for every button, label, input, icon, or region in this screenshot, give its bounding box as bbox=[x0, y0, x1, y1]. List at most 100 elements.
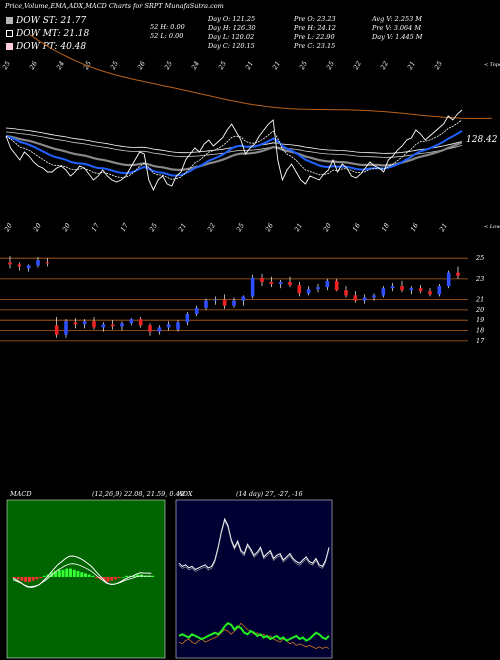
macd-histogram-bar bbox=[42, 575, 46, 577]
candle-body bbox=[64, 321, 68, 335]
top-date-label: 21 bbox=[243, 60, 255, 72]
candle-body bbox=[409, 288, 414, 291]
macd-histogram-bar bbox=[54, 571, 58, 577]
candle-body bbox=[157, 327, 162, 332]
macd-histogram-bar bbox=[16, 577, 20, 580]
macd-histogram-bar bbox=[117, 577, 121, 579]
macd-histogram-bar bbox=[20, 577, 24, 581]
top-date-label: 25 bbox=[432, 60, 444, 72]
candle-body bbox=[390, 286, 395, 289]
macd-histogram-bar bbox=[76, 571, 80, 577]
macd-histogram-bar bbox=[65, 568, 69, 577]
top-date-label: 26 bbox=[27, 60, 39, 72]
candle-body bbox=[176, 322, 180, 330]
stat-day-close: Day C: 120.15 bbox=[208, 42, 255, 50]
bottom-date-label: 16 bbox=[409, 222, 420, 233]
price-panel-corner-label: < Topo bbox=[484, 62, 500, 68]
candle-body bbox=[241, 296, 246, 301]
plus-di-line bbox=[178, 621, 330, 642]
macd-histogram-bar bbox=[24, 577, 28, 582]
candle-body bbox=[54, 325, 59, 335]
macd-histogram-bar bbox=[31, 577, 35, 581]
legend-swatch-icon bbox=[6, 30, 13, 37]
candle-body bbox=[334, 280, 339, 291]
bottom-date-label: 21 bbox=[292, 222, 304, 234]
macd-label: MACD bbox=[10, 490, 32, 498]
ema-band-upper-line bbox=[5, 127, 463, 154]
candle-body bbox=[297, 285, 302, 294]
candle-body bbox=[26, 265, 31, 269]
macd-histogram-bar bbox=[106, 577, 110, 582]
candle-body bbox=[129, 319, 134, 324]
candle-body bbox=[194, 307, 199, 314]
price-level-label: 18 bbox=[476, 327, 484, 335]
stat-pre-low: Pre L: 22.90 bbox=[294, 33, 335, 41]
ema-band-mid-line bbox=[5, 131, 463, 158]
macd-histogram-bar bbox=[80, 572, 84, 577]
candle-body bbox=[353, 295, 358, 301]
adx-values: (14 day) 27, -27, -16 bbox=[236, 490, 303, 498]
chart-title: Price,Volume,EMA,ADX,MACD Charts for SRP… bbox=[5, 2, 224, 10]
candle-body bbox=[8, 262, 12, 265]
price-level-label: 17 bbox=[476, 337, 485, 345]
macd-histogram-bar bbox=[91, 575, 95, 577]
macd-histogram-bar bbox=[13, 577, 16, 579]
bottom-date-label: 20 bbox=[60, 222, 72, 234]
price-level-label: 25 bbox=[475, 254, 484, 262]
candle-body bbox=[362, 297, 367, 301]
candle-body bbox=[82, 321, 87, 325]
bottom-date-label: 21 bbox=[437, 222, 449, 234]
stat-day-low: Day L: 120.02 bbox=[208, 33, 255, 41]
top-date-label: 25 bbox=[0, 60, 12, 72]
top-date-label: 21 bbox=[405, 60, 417, 72]
candle-body bbox=[437, 286, 442, 295]
legend-swatch-icon bbox=[6, 43, 13, 50]
legend-dow-st: DOW ST: 21.77 bbox=[6, 16, 86, 26]
candle-body bbox=[232, 300, 236, 306]
legend-label: DOW MT: 21.18 bbox=[16, 29, 90, 39]
price-level-label: 19 bbox=[476, 316, 484, 324]
long-term-ema-line bbox=[29, 34, 493, 120]
macd-histogram-bar bbox=[95, 577, 99, 579]
candle-body bbox=[222, 299, 227, 306]
candle-body bbox=[400, 286, 404, 291]
bottom-date-label: 25 bbox=[234, 222, 246, 234]
candle-body bbox=[185, 314, 190, 323]
top-date-label: 22 bbox=[378, 60, 390, 72]
bottom-date-label: 20 bbox=[321, 222, 333, 234]
top-date-label: 21 bbox=[270, 60, 282, 72]
ema-fast-line bbox=[5, 119, 463, 180]
bottom-date-label: 17 bbox=[119, 221, 130, 233]
adx-line bbox=[178, 517, 330, 571]
candle-body bbox=[325, 280, 330, 288]
bottom-date-label: 17 bbox=[90, 221, 101, 233]
candle-body bbox=[456, 272, 460, 276]
top-date-label: 25 bbox=[324, 60, 336, 72]
stat-pre-close: Pre C: 23.15 bbox=[294, 42, 336, 50]
bottom-date-label: 18 bbox=[380, 222, 391, 233]
candle-body bbox=[316, 287, 320, 290]
stat-52h: 52 H: 0.00 bbox=[150, 23, 185, 31]
macd-signal-line bbox=[12, 563, 152, 587]
macd-histogram-bar bbox=[136, 574, 140, 577]
bottom-date-label: 16 bbox=[351, 222, 362, 233]
macd-histogram-bar bbox=[57, 569, 61, 577]
bottom-date-label: 20 bbox=[2, 222, 14, 234]
candle-body bbox=[45, 262, 50, 264]
candle-body bbox=[278, 281, 283, 285]
legend-swatch-icon bbox=[6, 17, 13, 24]
candle-body bbox=[148, 325, 152, 332]
candle-body bbox=[101, 324, 106, 328]
top-date-label: 25 bbox=[108, 60, 120, 72]
macd-histogram-bar bbox=[35, 577, 39, 580]
macd-values: (12,26,9) 22.08, 21.59, 0.49 bbox=[92, 490, 184, 498]
top-date-label: 26 bbox=[135, 60, 147, 72]
candle-body bbox=[288, 281, 292, 286]
candle-body bbox=[306, 289, 311, 294]
candle-body bbox=[260, 277, 264, 282]
macd-histogram-bar bbox=[110, 577, 114, 581]
candle-body bbox=[446, 272, 451, 287]
legend-label: DOW PT: 40.48 bbox=[16, 42, 87, 52]
candle-body bbox=[138, 319, 143, 326]
legend-dow-pt: DOW PT: 40.48 bbox=[6, 42, 86, 52]
